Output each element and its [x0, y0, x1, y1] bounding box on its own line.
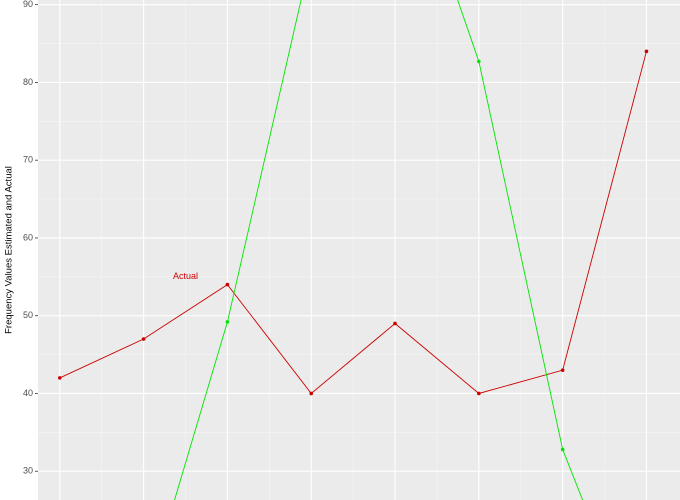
y-tick-label: 50: [23, 310, 33, 320]
y-tick-label: 40: [23, 388, 33, 398]
data-point: [141, 337, 146, 341]
data-point: [309, 391, 314, 396]
grid: [38, 0, 680, 500]
panel-background: [38, 0, 680, 500]
y-tick-label: 70: [23, 155, 33, 165]
y-tick-label: 60: [23, 232, 33, 242]
annotation: Actual: [173, 271, 198, 281]
data-point: [225, 320, 230, 324]
data-point: [393, 321, 397, 326]
data-point: [477, 391, 481, 396]
y-tick-label: 80: [23, 77, 33, 87]
data-point: [560, 368, 565, 372]
data-point: [560, 447, 565, 452]
series-line: [59, 51, 647, 395]
plot-area: [57, 0, 649, 500]
y-tick-label: 30: [23, 466, 33, 476]
data-point: [644, 49, 649, 54]
data-point: [225, 282, 230, 287]
y-axis-label: Frequency Values Estimated and Actual: [4, 166, 15, 334]
data-point: [57, 376, 62, 380]
series-line: [174, 0, 584, 500]
y-tick-label: 90: [23, 0, 33, 9]
data-point: [477, 59, 481, 64]
